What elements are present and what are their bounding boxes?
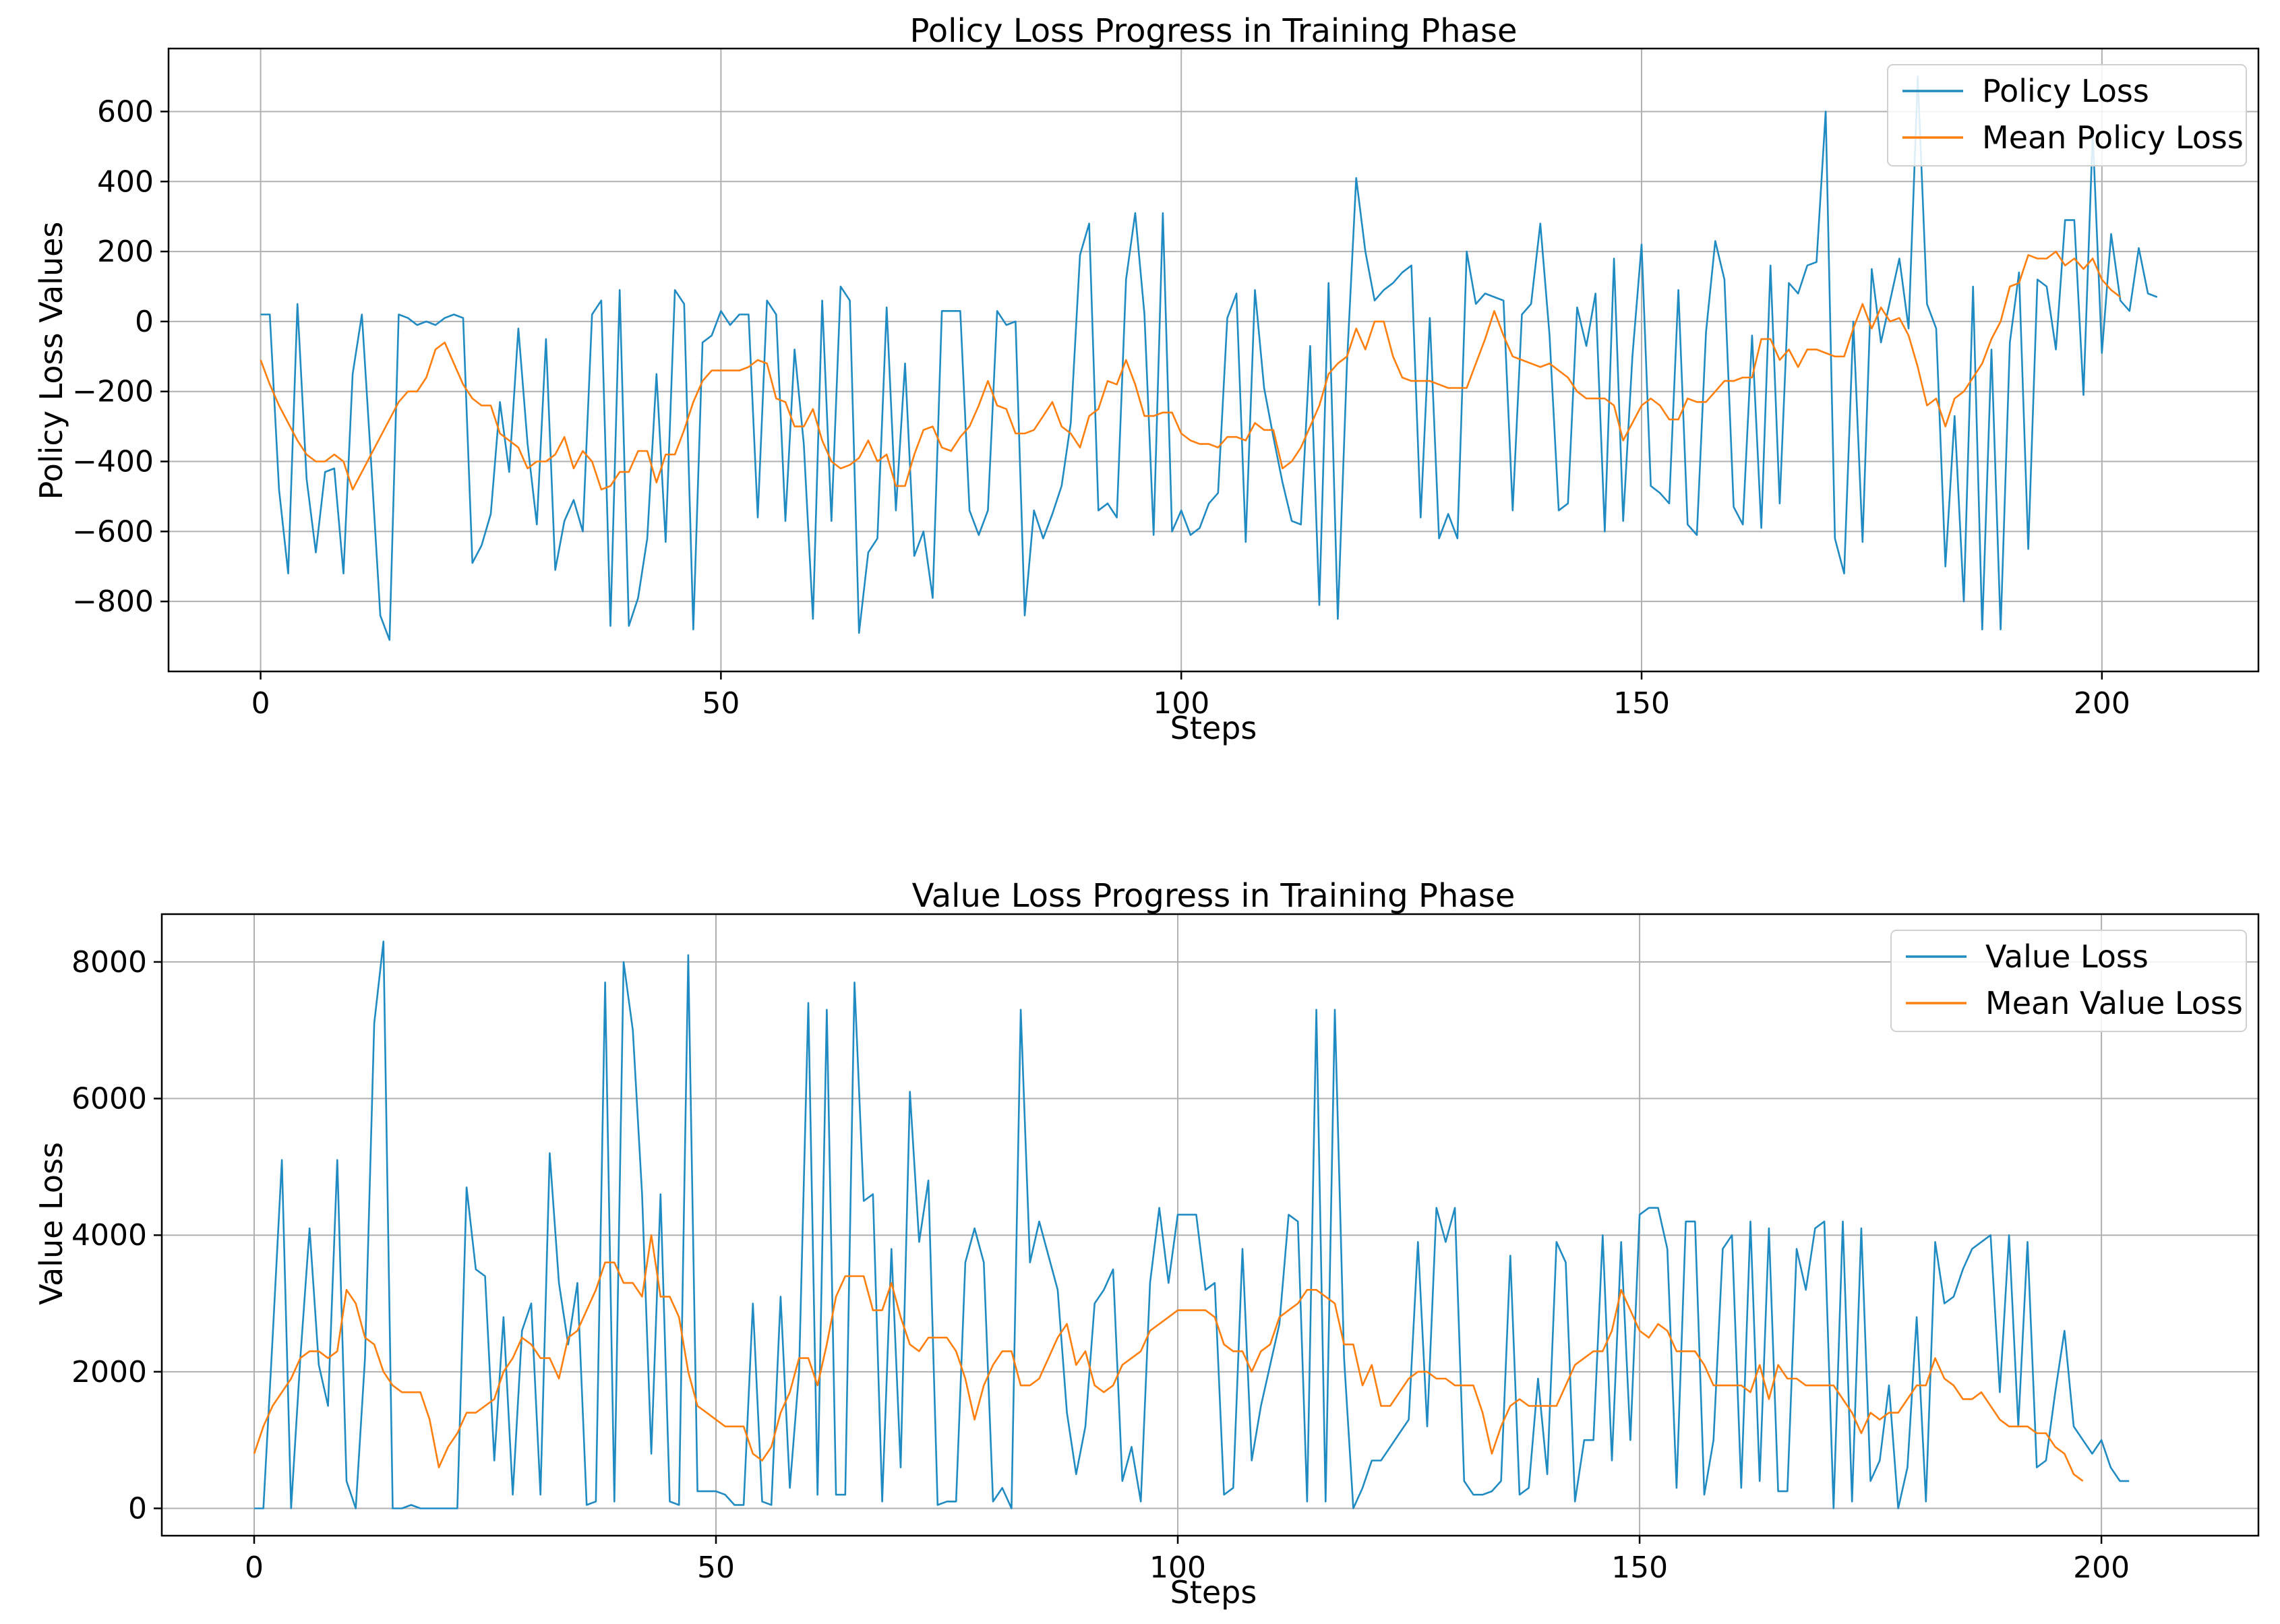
- y-tick-label: 600: [97, 94, 154, 129]
- y-tick-label: 2000: [71, 1355, 147, 1389]
- legend-box: [1887, 64, 2247, 167]
- series-line-value-loss: [254, 940, 2130, 1509]
- x-tick-label: 50: [697, 1551, 735, 1585]
- policy-loss-chart: Policy Loss Progress in Training Phase 0…: [33, 12, 2260, 746]
- series-line-mean-value-loss: [253, 1234, 2084, 1482]
- series-lines: [260, 76, 2158, 641]
- y-tick-label: −400: [72, 445, 154, 479]
- series-line-policy-loss: [260, 76, 2158, 641]
- y-axis-label: Policy Loss Values: [33, 222, 69, 500]
- y-tick-label: 400: [97, 164, 154, 199]
- x-tick-label: 0: [245, 1551, 264, 1585]
- y-tick-label: 8000: [71, 945, 147, 980]
- x-tick-label: 50: [702, 686, 740, 721]
- value-loss-chart: Value Loss Progress in Training Phase 0 5…: [33, 877, 2260, 1611]
- y-tick-label: −600: [72, 514, 154, 549]
- legend-box: [1890, 930, 2247, 1032]
- plot-frame: [167, 47, 2260, 673]
- x-tick-label: 0: [251, 686, 270, 721]
- chart-title: Policy Loss Progress in Training Phase: [910, 12, 1518, 50]
- x-tick-label: 200: [2074, 686, 2130, 721]
- y-tick-label: 200: [97, 235, 154, 269]
- series-lines: [253, 940, 2130, 1509]
- y-tick-label: 6000: [71, 1082, 147, 1116]
- y-tick-label: 0: [128, 1491, 147, 1526]
- x-tick-label: 200: [2073, 1551, 2130, 1585]
- x-tick-label: 100: [1149, 1551, 1206, 1585]
- series-line-mean-policy-loss: [260, 250, 2121, 491]
- legend-label-mean-policy-loss: Mean Policy Loss: [1982, 119, 2244, 156]
- legend: Value Loss Mean Value Loss: [1890, 930, 2247, 1032]
- legend-label-value-loss: Value Loss: [1985, 938, 2149, 975]
- plot-frame: [160, 913, 2260, 1537]
- x-tick-label: 150: [1611, 1551, 1668, 1585]
- legend: Policy Loss Mean Policy Loss: [1887, 64, 2247, 167]
- x-axis-ticks: 0 50 100 150 200: [245, 1536, 2130, 1585]
- y-tick-label: 0: [135, 305, 154, 339]
- legend-label-mean-value-loss: Mean Value Loss: [1985, 985, 2243, 1021]
- y-tick-label: 4000: [71, 1218, 147, 1253]
- y-tick-label: −200: [72, 375, 154, 409]
- chart-title: Value Loss Progress in Training Phase: [912, 877, 1516, 915]
- y-axis-label: Value Loss: [33, 1142, 69, 1305]
- x-axis-label: Steps: [1170, 1574, 1257, 1611]
- legend-label-policy-loss: Policy Loss: [1982, 73, 2149, 109]
- x-axis-label: Steps: [1170, 710, 1257, 746]
- x-axis-ticks: 0 50 100 150 200: [251, 671, 2130, 721]
- y-axis-ticks: −800 −600 −400 −200 0 200 400 600: [72, 94, 169, 619]
- y-axis-ticks: 0 2000 4000 6000 8000: [71, 945, 162, 1526]
- x-tick-label: 100: [1153, 686, 1209, 721]
- x-tick-label: 150: [1613, 686, 1670, 721]
- y-tick-label: −800: [72, 584, 154, 619]
